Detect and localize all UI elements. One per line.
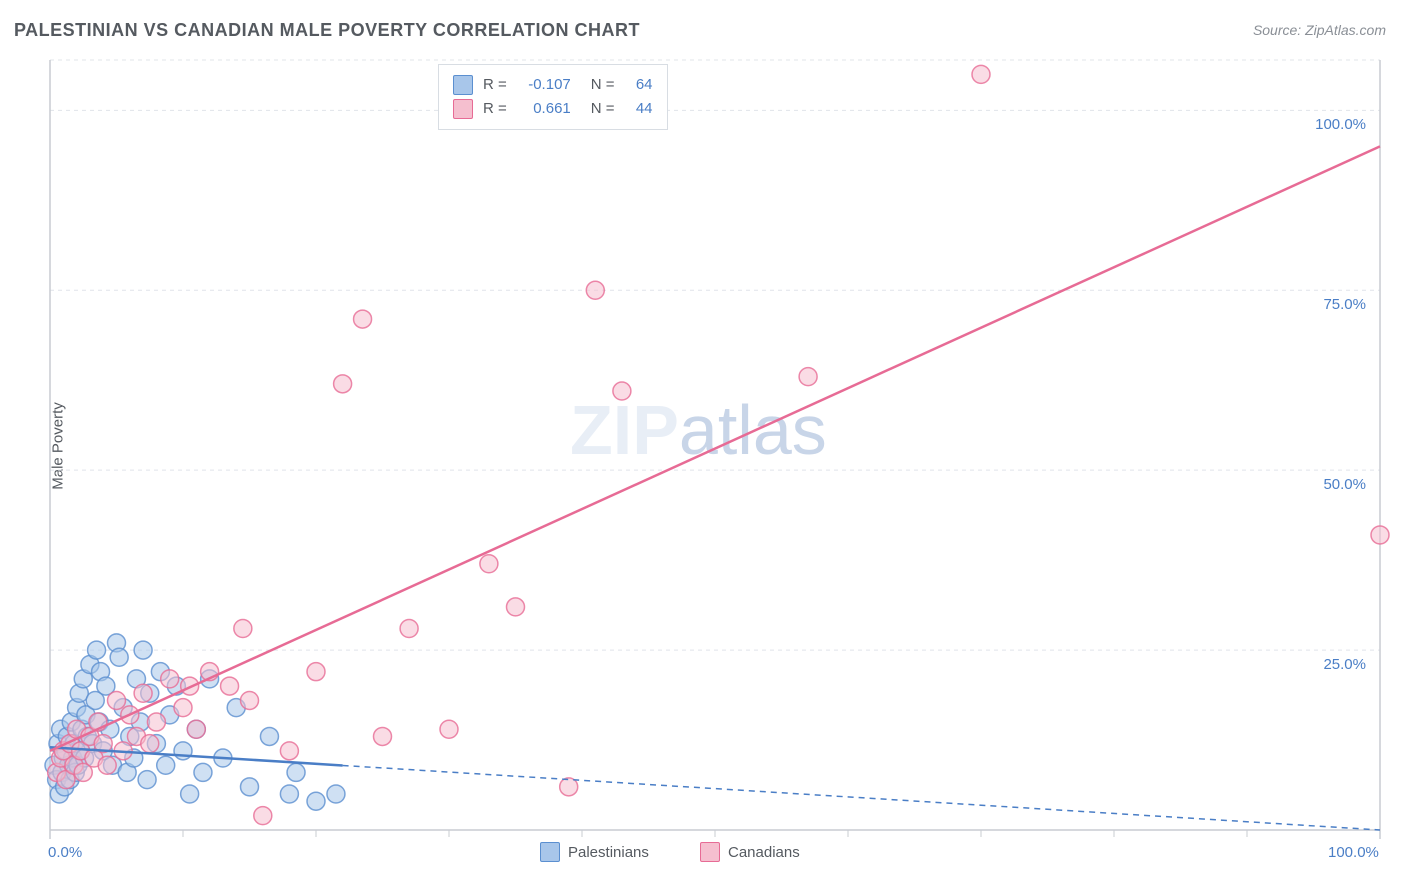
stat-n-value: 44 bbox=[625, 97, 653, 121]
y-tick-label: 75.0% bbox=[1323, 296, 1366, 313]
y-tick-label: 100.0% bbox=[1315, 116, 1366, 133]
stat-r-label: R = bbox=[483, 73, 507, 97]
scatter-plot-svg bbox=[0, 0, 1406, 892]
stat-n-value: 64 bbox=[625, 73, 653, 97]
stat-n-label: N = bbox=[591, 73, 615, 97]
stat-r-value: -0.107 bbox=[517, 73, 571, 97]
legend-swatch bbox=[540, 842, 560, 862]
legend-item: Canadians bbox=[700, 842, 800, 862]
series-swatch bbox=[453, 75, 473, 95]
legend-label: Canadians bbox=[728, 844, 800, 861]
legend-item: Palestinians bbox=[540, 842, 649, 862]
stat-r-label: R = bbox=[483, 97, 507, 121]
y-tick-label: 50.0% bbox=[1323, 476, 1366, 493]
stat-r-value: 0.661 bbox=[517, 97, 571, 121]
stat-n-label: N = bbox=[591, 97, 615, 121]
legend-label: Palestinians bbox=[568, 844, 649, 861]
stat-row: R = 0.661 N = 44 bbox=[453, 97, 653, 121]
chart-container: PALESTINIAN VS CANADIAN MALE POVERTY COR… bbox=[0, 0, 1406, 892]
stat-row: R = -0.107 N = 64 bbox=[453, 73, 653, 97]
correlation-stats-box: R = -0.107 N = 64 R = 0.661 N = 44 bbox=[438, 64, 668, 130]
x-tick-label: 0.0% bbox=[48, 844, 82, 861]
legend-swatch bbox=[700, 842, 720, 862]
y-tick-label: 25.0% bbox=[1323, 656, 1366, 673]
x-tick-label: 100.0% bbox=[1328, 844, 1379, 861]
series-swatch bbox=[453, 99, 473, 119]
